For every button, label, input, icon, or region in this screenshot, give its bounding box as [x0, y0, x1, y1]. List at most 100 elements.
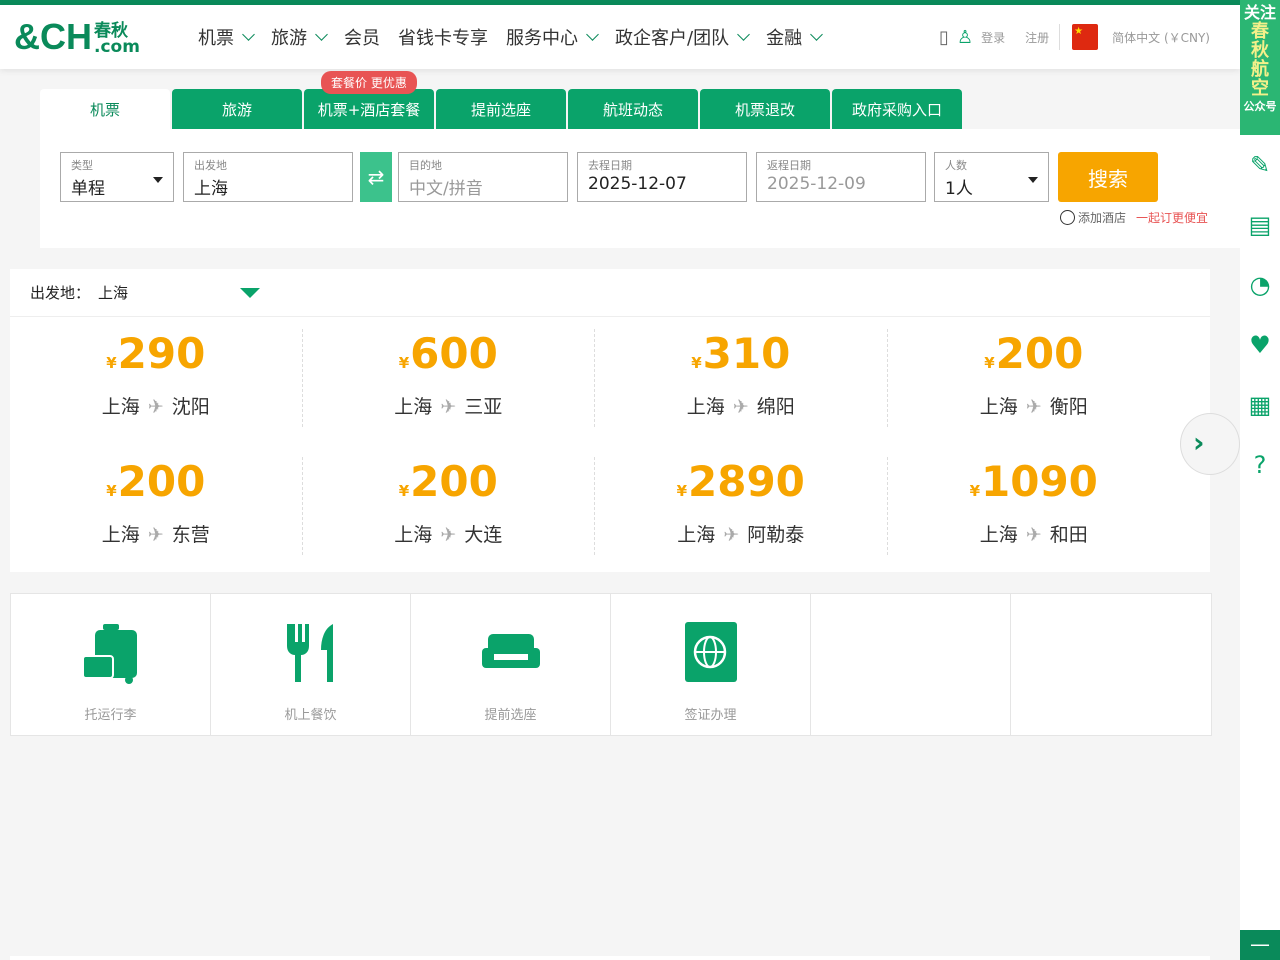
history-icon[interactable]: ◔	[1249, 271, 1271, 299]
follow-bottom: 公众号	[1243, 100, 1277, 113]
add-hotel-option[interactable]: 添加酒店 一起订更便宜	[1060, 209, 1208, 226]
logo-text: CH	[40, 16, 92, 57]
follow-wechat-banner[interactable]: 关注 春秋航空 公众号	[1240, 0, 1280, 135]
price-value: 310	[702, 329, 791, 378]
divider	[1059, 24, 1061, 50]
nav-item[interactable]: 服务中心	[506, 24, 599, 50]
tab-item[interactable]: 提前选座	[436, 89, 566, 129]
swap-button[interactable]: ⇄	[360, 152, 392, 202]
user-icon[interactable]: ♙	[956, 26, 974, 48]
field-value: 2025-12-07	[588, 174, 687, 194]
nav-label: 会员	[344, 28, 380, 49]
field-label: 去程日期	[588, 159, 632, 172]
low-price-deals: 出发地： 上海 ¥290 上海 ✈ 沈阳 ¥600 上海 ✈ 三亚 ¥310 上海 ✈ 绵阳 ¥2…	[10, 269, 1210, 572]
visa-passport-icon	[611, 622, 810, 684]
route-from: 上海	[101, 524, 140, 546]
register-link[interactable]: 注册	[1025, 30, 1050, 45]
route-to: 和田	[1049, 524, 1088, 546]
field-label: 返程日期	[767, 159, 811, 172]
deals-origin-selector[interactable]: 出发地： 上海	[10, 269, 1210, 317]
nav-label: 金融	[766, 28, 803, 49]
tab-item[interactable]: 航班动态	[568, 89, 698, 129]
nav-label: 旅游	[271, 28, 307, 49]
service-item[interactable]: 签证办理	[611, 594, 811, 735]
search-button[interactable]: 搜索	[1058, 152, 1158, 202]
caret-down-icon	[153, 177, 163, 188]
depart-date-input[interactable]: 去程日期 2025-12-07	[577, 152, 747, 202]
deal-card[interactable]: ¥200 上海 ✈ 衡阳	[888, 329, 1181, 427]
chat-icon[interactable]: ▤	[1248, 211, 1272, 239]
pencil-icon[interactable]: ✎	[1249, 151, 1271, 179]
route-to: 绵阳	[756, 396, 795, 418]
flight-search-panel: 类型 单程 出发地 上海 ⇄ 目的地 中文/拼音 去程日期 2025-12-07…	[40, 129, 1240, 248]
tab-item[interactable]: 政府采购入口	[832, 89, 962, 129]
deal-route: 上海 ✈ 和田	[888, 520, 1181, 547]
service-item[interactable]: 机上餐饮	[211, 594, 411, 735]
deal-card[interactable]: ¥2890 上海 ✈ 阿勒泰	[595, 457, 888, 555]
service-item[interactable]: 提前选座	[411, 594, 611, 735]
nav-item[interactable]: 机票	[198, 24, 255, 50]
deal-price: ¥600	[303, 329, 595, 388]
qrcode-icon[interactable]: ▦	[1248, 391, 1272, 419]
tab-item[interactable]: 旅游	[172, 89, 302, 129]
deal-card[interactable]: ¥200 上海 ✈ 大连	[303, 457, 595, 555]
collapse-button[interactable]: —	[1240, 930, 1280, 960]
deal-card[interactable]: ¥600 上海 ✈ 三亚	[303, 329, 595, 427]
nav-item[interactable]: 金融	[766, 24, 823, 50]
service-item[interactable]: 托运行李	[11, 594, 211, 735]
follow-top: 关注	[1243, 3, 1276, 22]
logo[interactable]: & CH 春秋 .com	[14, 16, 140, 57]
heart-icon[interactable]: ♥	[1249, 331, 1271, 359]
return-date-input[interactable]: 返程日期 2025-12-09	[756, 152, 926, 202]
follow-name: 春秋航空	[1251, 21, 1269, 99]
origin-input[interactable]: 出发地 上海	[183, 152, 353, 202]
destination-input[interactable]: 目的地 中文/拼音	[398, 152, 568, 202]
language-selector[interactable]: 简体中文 (￥CNY)	[1112, 30, 1210, 45]
caret-down-icon[interactable]	[240, 288, 260, 308]
nav-item[interactable]: 政企客户/团队	[615, 24, 750, 50]
service-label: 托运行李	[84, 708, 137, 723]
china-flag-icon[interactable]: ★	[1072, 24, 1099, 50]
service-label: 签证办理	[684, 708, 737, 723]
field-placeholder: 中文/拼音	[409, 179, 483, 199]
field-label: 出发地	[194, 159, 227, 172]
deal-card[interactable]: ¥310 上海 ✈ 绵阳	[595, 329, 888, 427]
tab-item[interactable]: 机票	[40, 89, 170, 129]
price-value: 200	[410, 457, 498, 506]
header: & CH 春秋 .com 机票 旅游 会员 省钱卡专享 服务中心 政企客户/团队 金融 ▯ ♙…	[0, 5, 1240, 69]
route-to: 大连	[464, 524, 503, 546]
nav-item[interactable]: 会员	[344, 24, 380, 50]
footer-edge	[10, 956, 1210, 960]
route-from: 上海	[677, 524, 716, 546]
route-from: 上海	[979, 524, 1018, 546]
nav-item[interactable]: 省钱卡专享	[398, 24, 488, 50]
deal-card[interactable]: ¥1090 上海 ✈ 和田	[888, 457, 1181, 555]
tab-item[interactable]: 机票退改	[700, 89, 830, 129]
nav-item[interactable]: 旅游	[271, 24, 328, 50]
add-hotel-radio[interactable]	[1060, 210, 1075, 225]
deal-price: ¥200	[303, 457, 595, 516]
booking-tabs: 机票 旅游 机票+酒店套餐 提前选座 航班动态 机票退改 政府采购入口	[40, 89, 964, 129]
login-link[interactable]: 登录	[981, 30, 1006, 45]
help-icon[interactable]: ?	[1253, 451, 1267, 479]
route-from: 上海	[979, 396, 1018, 418]
swap-icon: ⇄	[367, 165, 385, 189]
next-arrow-button[interactable]: ›	[1180, 413, 1240, 475]
seat-icon	[411, 622, 610, 684]
field-value: 1人	[945, 179, 973, 199]
service-label: 提前选座	[484, 708, 537, 723]
deal-route: 上海 ✈ 大连	[303, 520, 595, 547]
service-empty	[811, 594, 1011, 735]
deal-route: 上海 ✈ 沈阳	[10, 392, 302, 419]
tab-item[interactable]: 机票+酒店套餐	[304, 89, 434, 129]
field-value: 上海	[194, 179, 228, 199]
trip-type-select[interactable]: 类型 单程	[60, 152, 174, 202]
logo-mark: &	[14, 16, 40, 57]
field-label: 类型	[71, 159, 93, 172]
mobile-icon[interactable]: ▯	[939, 26, 949, 48]
route-from: 上海	[101, 396, 140, 418]
passenger-select[interactable]: 人数 1人	[934, 152, 1049, 202]
route-to: 沈阳	[171, 396, 210, 418]
deal-card[interactable]: ¥290 上海 ✈ 沈阳	[10, 329, 303, 427]
deal-card[interactable]: ¥200 上海 ✈ 东营	[10, 457, 303, 555]
